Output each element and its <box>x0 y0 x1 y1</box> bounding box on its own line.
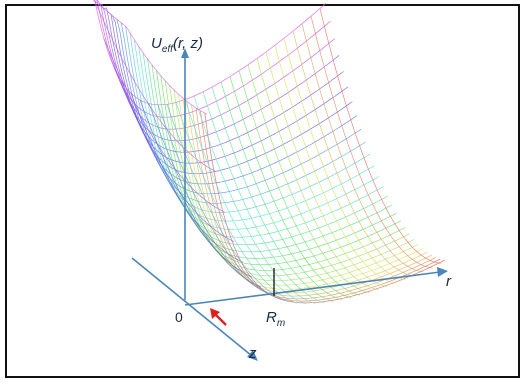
mesh-line-z <box>112 15 353 175</box>
rm-label: Rm <box>266 309 285 329</box>
mesh-line-r <box>202 91 325 303</box>
mesh-line-z <box>204 113 445 304</box>
mesh-line-z <box>103 7 344 153</box>
r-axis <box>184 271 441 306</box>
mesh-line-z <box>178 94 419 286</box>
mesh-line-z <box>173 89 415 282</box>
mesh-line-r <box>319 8 442 264</box>
potential-surface-mesh <box>92 0 445 304</box>
mesh-line-z <box>195 107 437 300</box>
mesh-line-z <box>138 46 379 230</box>
minimum-arrow <box>210 308 227 326</box>
mesh-line-r <box>292 31 415 277</box>
mesh-line-r <box>112 64 235 242</box>
mesh-line-z <box>116 19 358 185</box>
mesh-line-r <box>157 104 280 300</box>
mesh-line-r <box>211 86 334 302</box>
mesh-line-r <box>94 1 217 172</box>
z-axis-arrowhead <box>247 350 258 361</box>
mesh-line-z <box>142 52 384 238</box>
z-axis <box>131 257 253 357</box>
mesh-line-r <box>301 23 424 273</box>
mesh-line-r <box>220 81 343 300</box>
origin-label: 0 <box>175 309 183 325</box>
mesh-line-z <box>99 4 340 142</box>
mesh-line-r <box>310 16 433 269</box>
mesh-line-z <box>107 11 349 164</box>
figure-frame <box>5 4 520 378</box>
mesh-line-z <box>164 80 406 271</box>
mesh-line-r <box>265 51 388 287</box>
mesh-line-z <box>186 101 428 294</box>
mesh-line-z <box>156 70 397 259</box>
r-axis-arrowhead <box>437 267 448 277</box>
mesh-line-r <box>283 38 406 280</box>
r-axis-label: r <box>446 273 452 290</box>
mesh-line-z <box>94 0 327 106</box>
mesh-line-z <box>96 0 331 118</box>
mesh-line-z <box>94 0 336 130</box>
u-axis-label: Ueff(r, z) <box>151 35 203 55</box>
mesh-line-r <box>247 64 370 293</box>
mesh-line-r <box>148 103 271 295</box>
mesh-line-r <box>256 58 379 290</box>
mesh-line-r <box>274 45 397 284</box>
u-axis-arrowhead <box>181 48 189 58</box>
mesh-line-r <box>139 99 262 288</box>
mesh-line-z <box>191 104 432 297</box>
mesh-line-r <box>229 76 352 298</box>
z-axis-label: z <box>248 345 257 362</box>
mesh-line-z <box>160 75 401 266</box>
mesh-line-r <box>92 0 208 115</box>
mesh-line-z <box>151 64 393 253</box>
mesh-line-r <box>193 95 316 304</box>
mesh-line-z <box>134 39 375 222</box>
axes <box>131 48 448 361</box>
mesh-line-r <box>175 102 298 304</box>
mesh-line-r <box>166 104 289 302</box>
